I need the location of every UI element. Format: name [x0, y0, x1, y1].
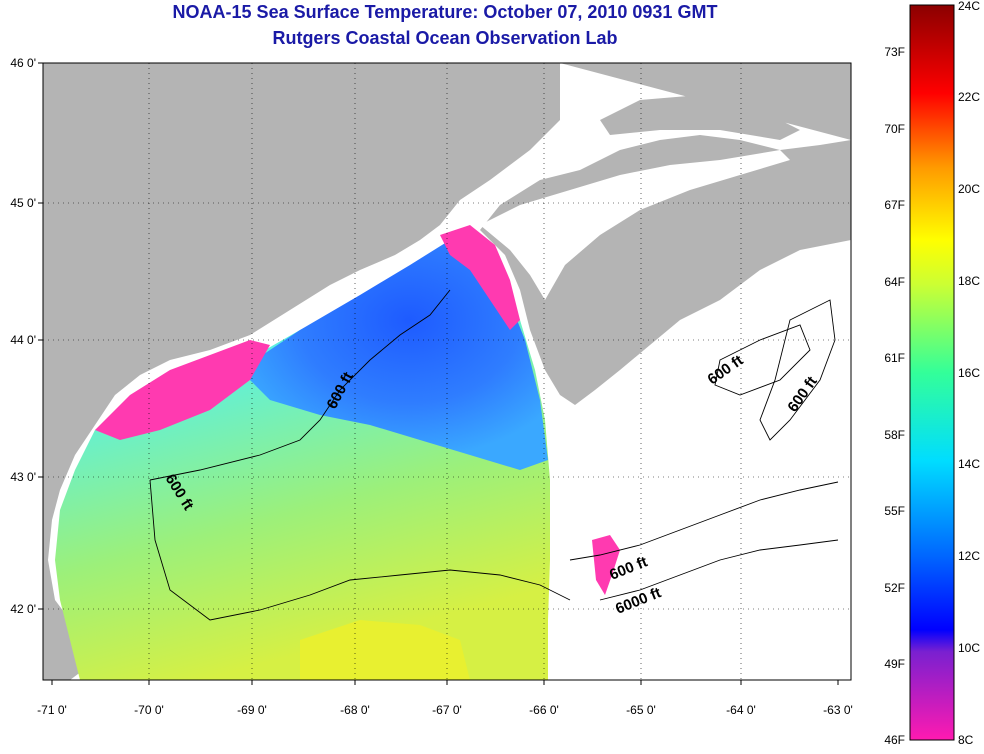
- map-title: NOAA-15 Sea Surface Temperature: October…: [172, 2, 718, 22]
- lon-tick-label: -65 0': [626, 703, 656, 717]
- latitude-labels: 46 0' 45 0' 44 0' 43 0' 42 0': [10, 56, 36, 616]
- colorbar: [909, 4, 955, 741]
- sst-warm-south: [300, 620, 470, 680]
- sst-cold-region: [240, 240, 548, 470]
- lon-tick-label: -71 0': [37, 703, 67, 717]
- colorbar-f-label: 73F: [884, 45, 905, 59]
- colorbar-c-label: 22C: [958, 90, 980, 104]
- colorbar-c-label: 10C: [958, 641, 980, 655]
- lon-tick-label: -70 0': [134, 703, 164, 717]
- sst-shelf-patch: [592, 535, 620, 595]
- lat-tick-label: 44 0': [10, 333, 36, 347]
- map-subtitle: Rutgers Coastal Ocean Observation Lab: [272, 28, 618, 48]
- colorbar-f-label: 49F: [884, 657, 905, 671]
- lon-tick-label: -67 0': [432, 703, 462, 717]
- colorbar-celsius-labels: 24C 22C 20C 18C 16C 14C 12C 10C 8C: [958, 0, 980, 747]
- colorbar-f-label: 61F: [884, 351, 905, 365]
- lat-tick-label: 42 0': [10, 602, 36, 616]
- bay-of-fundy: [480, 150, 790, 300]
- lon-tick-label: -68 0': [340, 703, 370, 717]
- lon-tick-label: -64 0': [726, 703, 756, 717]
- colorbar-f-label: 55F: [884, 504, 905, 518]
- lat-tick-label: 46 0': [10, 56, 36, 70]
- colorbar-f-label: 52F: [884, 581, 905, 595]
- colorbar-c-label: 20C: [958, 182, 980, 196]
- colorbar-f-label: 46F: [884, 733, 905, 747]
- lat-tick-label: 45 0': [10, 196, 36, 210]
- lat-tick-label: 43 0': [10, 470, 36, 484]
- bathymetry-contours: [149, 289, 839, 621]
- colorbar-c-label: 24C: [958, 0, 980, 13]
- sst-coastal-cold: [95, 340, 270, 440]
- axis-ticks: [38, 62, 839, 685]
- colorbar-fahrenheit-labels: 73F 70F 67F 64F 61F 58F 55F 52F 49F 46F: [884, 45, 905, 747]
- colorbar-c-label: 12C: [958, 549, 980, 563]
- colorbar-f-label: 70F: [884, 122, 905, 136]
- colorbar-c-label: 16C: [958, 366, 980, 380]
- lon-tick-label: -69 0': [237, 703, 267, 717]
- lon-tick-label: -63 0': [823, 703, 853, 717]
- longitude-labels: -71 0' -70 0' -69 0' -68 0' -67 0' -66 0…: [37, 703, 853, 717]
- colorbar-c-label: 14C: [958, 457, 980, 471]
- colorbar-c-label: 8C: [958, 733, 974, 747]
- colorbar-f-label: 58F: [884, 428, 905, 442]
- sst-fundy-cold: [440, 225, 520, 330]
- lon-tick-label: -66 0': [529, 703, 559, 717]
- land-new-england: [43, 63, 560, 680]
- colorbar-f-label: 67F: [884, 198, 905, 212]
- land-nova-scotia: [480, 63, 851, 405]
- colorbar-c-label: 18C: [958, 274, 980, 288]
- colorbar-f-label: 64F: [884, 275, 905, 289]
